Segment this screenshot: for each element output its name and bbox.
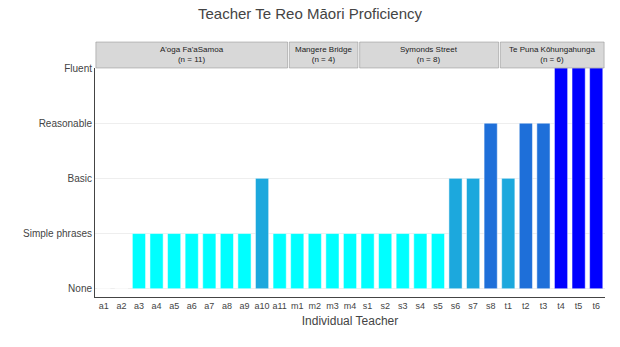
- svg-text:a4: a4: [152, 301, 162, 311]
- svg-text:Mangere Bridge(n = 4): Mangere Bridge(n = 4): [295, 45, 352, 64]
- svg-text:s2: s2: [380, 301, 390, 311]
- svg-text:a2: a2: [116, 301, 126, 311]
- svg-text:a3: a3: [134, 301, 144, 311]
- svg-text:a9: a9: [239, 301, 249, 311]
- svg-text:a11: a11: [272, 301, 286, 311]
- svg-text:Fluent: Fluent: [64, 63, 92, 74]
- svg-text:t1: t1: [505, 301, 513, 311]
- svg-text:Te Puna Kōhungahunga(n = 6): Te Puna Kōhungahunga(n = 6): [509, 45, 595, 64]
- svg-text:s4: s4: [416, 301, 426, 311]
- svg-text:m3: m3: [326, 301, 339, 311]
- svg-text:t5: t5: [575, 301, 583, 311]
- svg-text:m4: m4: [344, 301, 357, 311]
- svg-text:t6: t6: [592, 301, 600, 311]
- svg-text:a6: a6: [187, 301, 197, 311]
- svg-text:s1: s1: [363, 301, 373, 311]
- svg-text:a7: a7: [204, 301, 214, 311]
- svg-text:a1: a1: [99, 301, 109, 311]
- svg-text:s3: s3: [398, 301, 408, 311]
- svg-text:a10: a10: [255, 301, 270, 311]
- svg-text:t3: t3: [540, 301, 548, 311]
- svg-text:Symonds Street(n = 8): Symonds Street(n = 8): [400, 45, 458, 64]
- svg-text:m1: m1: [291, 301, 304, 311]
- svg-text:a8: a8: [222, 301, 232, 311]
- svg-text:None: None: [68, 283, 92, 294]
- svg-text:s6: s6: [451, 301, 461, 311]
- svg-text:s8: s8: [486, 301, 496, 311]
- svg-text:m2: m2: [309, 301, 322, 311]
- svg-text:s5: s5: [433, 301, 443, 311]
- svg-text:t4: t4: [557, 301, 565, 311]
- svg-text:t2: t2: [522, 301, 530, 311]
- svg-text:s7: s7: [468, 301, 478, 311]
- svg-text:A'oga Fa'aSamoa(n = 11): A'oga Fa'aSamoa(n = 11): [160, 45, 224, 64]
- svg-text:Teacher Te Reo Māori Proficien: Teacher Te Reo Māori Proficiency: [198, 5, 422, 22]
- svg-text:Reasonable: Reasonable: [39, 118, 93, 129]
- svg-text:Basic: Basic: [68, 173, 92, 184]
- svg-text:Individual Teacher: Individual Teacher: [302, 314, 399, 328]
- svg-text:a5: a5: [169, 301, 179, 311]
- svg-text:Simple phrases: Simple phrases: [23, 228, 92, 239]
